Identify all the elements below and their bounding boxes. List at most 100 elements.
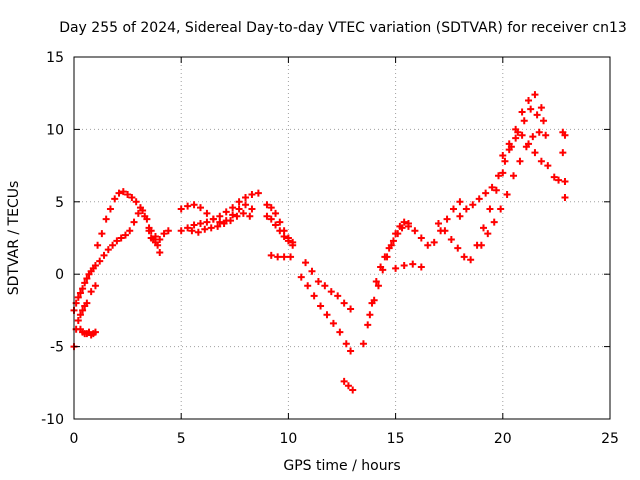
- series-track-n: [340, 377, 357, 394]
- data-point: [233, 212, 241, 220]
- data-point: [561, 193, 569, 201]
- y-axis-label: SDTVAR / TECUs: [6, 181, 22, 296]
- data-point: [121, 231, 129, 239]
- data-point: [190, 201, 198, 209]
- y-tick-label: -10: [41, 412, 64, 428]
- data-point: [280, 233, 288, 241]
- data-point: [561, 178, 569, 186]
- y-tick-label: 10: [46, 122, 64, 138]
- series-track-i: [263, 201, 297, 246]
- data-point: [196, 204, 204, 212]
- data-point: [115, 189, 123, 197]
- data-point: [392, 264, 400, 272]
- series-track-a: [70, 206, 164, 314]
- series-track-y: [559, 149, 569, 186]
- data-point: [503, 191, 511, 199]
- data-point: [537, 104, 545, 112]
- series-track-s: [434, 91, 545, 264]
- data-point: [514, 128, 522, 136]
- data-point: [542, 131, 550, 139]
- data-point: [531, 149, 539, 157]
- series-track-h: [188, 209, 254, 236]
- data-point: [201, 225, 209, 233]
- data-point: [400, 262, 408, 270]
- data-point: [156, 248, 164, 256]
- data-point: [349, 386, 357, 394]
- data-point: [91, 262, 99, 270]
- data-point: [456, 198, 464, 206]
- x-tick-label: 20: [494, 431, 512, 447]
- data-point: [417, 234, 425, 242]
- series-track-j: [263, 212, 297, 249]
- series-track-e: [145, 227, 172, 256]
- data-point: [76, 311, 84, 319]
- data-point: [106, 205, 114, 213]
- data-point: [220, 220, 228, 228]
- data-point: [145, 227, 153, 235]
- data-point: [287, 253, 295, 261]
- data-point: [111, 195, 119, 203]
- x-tick-label: 10: [279, 431, 297, 447]
- data-point: [389, 237, 397, 245]
- data-point: [409, 260, 417, 268]
- data-point: [400, 218, 408, 226]
- data-point: [119, 188, 127, 196]
- data-point: [151, 238, 159, 246]
- data-point: [242, 193, 250, 201]
- data-point: [136, 204, 144, 212]
- x-tick-label: 25: [601, 431, 619, 447]
- series-track-k: [267, 251, 295, 261]
- data-point: [499, 151, 507, 159]
- series-track-l: [297, 273, 355, 355]
- data-point: [340, 377, 348, 385]
- data-point: [124, 191, 132, 199]
- data-point: [276, 227, 284, 235]
- data-point: [297, 273, 305, 281]
- series-track-m: [302, 259, 355, 313]
- data-point: [417, 263, 425, 271]
- data-point: [454, 244, 462, 252]
- data-point: [475, 195, 483, 203]
- series-track-d: [76, 325, 99, 339]
- data-point: [248, 191, 256, 199]
- data-point: [372, 277, 380, 285]
- data-point: [276, 218, 284, 226]
- data-point: [374, 282, 382, 290]
- series-track-t: [456, 105, 548, 220]
- data-point: [239, 209, 247, 217]
- data-point: [117, 234, 125, 242]
- data-point: [492, 186, 500, 194]
- data-point: [235, 198, 243, 206]
- series-track-f: [177, 189, 262, 235]
- data-point: [113, 237, 121, 245]
- data-point: [214, 222, 222, 230]
- data-point: [520, 117, 528, 125]
- data-point: [518, 108, 526, 116]
- data-point: [280, 253, 288, 261]
- data-point: [535, 128, 543, 136]
- data-point: [477, 241, 485, 249]
- data-point: [272, 209, 280, 217]
- data-point: [434, 220, 442, 228]
- data-point: [102, 215, 110, 223]
- data-point: [323, 311, 331, 319]
- data-point: [321, 282, 329, 290]
- series-track-q: [404, 198, 464, 249]
- data-point: [531, 91, 539, 99]
- data-point: [387, 241, 395, 249]
- data-point: [317, 302, 325, 310]
- data-point: [254, 189, 262, 197]
- data-point: [267, 215, 275, 223]
- data-point: [263, 201, 271, 209]
- data-point: [109, 241, 117, 249]
- data-point: [74, 317, 82, 325]
- data-point: [242, 201, 250, 209]
- data-point: [460, 253, 468, 261]
- x-tick-label: 0: [70, 431, 79, 447]
- data-point: [327, 288, 335, 296]
- series-track-c: [70, 282, 99, 351]
- data-point: [267, 204, 275, 212]
- data-point: [462, 205, 470, 213]
- data-point: [76, 289, 84, 297]
